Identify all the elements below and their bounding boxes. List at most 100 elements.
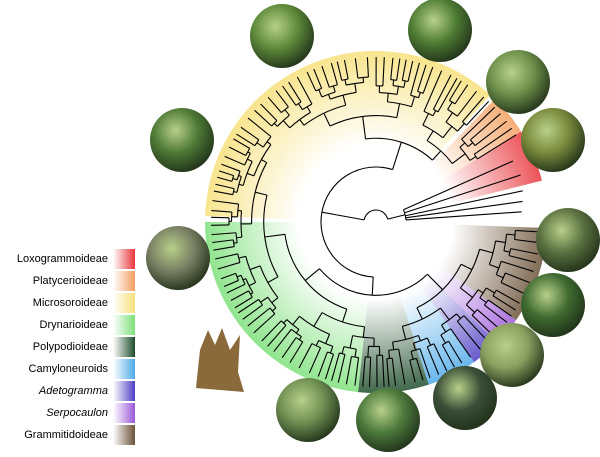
branch <box>403 80 406 88</box>
branch <box>354 349 357 358</box>
branch <box>232 177 238 181</box>
branch <box>280 320 287 326</box>
branch <box>445 112 453 123</box>
legend-label: Grammitidoideae <box>24 429 108 441</box>
branch <box>405 200 523 219</box>
branch <box>427 343 435 348</box>
branch <box>283 319 288 324</box>
branch <box>261 320 282 342</box>
branch <box>352 335 375 339</box>
branch <box>329 115 397 127</box>
legend-label: Camyloneuroids <box>29 363 109 375</box>
branch <box>441 324 447 333</box>
branch <box>304 268 320 281</box>
branch <box>331 352 340 382</box>
fern-photo <box>276 378 340 442</box>
branch <box>495 240 506 244</box>
branch <box>298 336 302 341</box>
legend-label: Serpocaulon <box>46 407 108 419</box>
branch <box>418 92 421 98</box>
branch <box>510 248 538 255</box>
branch <box>234 296 253 309</box>
branch <box>297 103 303 110</box>
branch <box>405 211 522 221</box>
branch <box>267 324 287 347</box>
branch <box>271 297 279 304</box>
branch <box>306 106 311 113</box>
branch <box>479 297 487 304</box>
branch <box>324 353 335 380</box>
branch <box>426 130 434 141</box>
branch <box>392 142 402 170</box>
branch <box>343 59 349 80</box>
branch <box>489 263 500 269</box>
branch <box>235 273 239 281</box>
branch <box>211 210 232 213</box>
branch <box>454 84 469 105</box>
branch <box>422 113 430 126</box>
branch <box>299 119 305 126</box>
clade-wedge <box>376 98 522 222</box>
branch <box>476 309 502 331</box>
branch <box>456 313 462 319</box>
branch <box>431 150 442 161</box>
branch <box>470 113 501 141</box>
legend: Loxogrammoideae Platycerioideae Microsoroi… <box>17 249 135 445</box>
branch <box>401 59 407 81</box>
legend-swatch <box>113 381 135 401</box>
branch <box>422 124 444 139</box>
branch <box>405 190 523 217</box>
branch <box>242 278 246 281</box>
branch <box>413 337 428 344</box>
branch <box>466 101 490 126</box>
branch <box>387 101 412 108</box>
branch <box>233 138 250 149</box>
branch <box>264 233 286 238</box>
phylogenetic-tree <box>211 56 541 388</box>
branch <box>432 74 452 110</box>
branch <box>466 304 476 313</box>
branch <box>440 307 450 321</box>
branch <box>236 133 256 147</box>
branch <box>233 191 238 193</box>
branch <box>238 255 246 259</box>
branch <box>298 343 313 369</box>
branch <box>440 328 451 336</box>
branch <box>437 77 458 113</box>
branch <box>282 85 297 106</box>
branch <box>477 289 484 294</box>
legend-label: Adetogramma <box>38 385 108 397</box>
branch <box>365 137 433 161</box>
branch <box>246 172 255 177</box>
branch <box>449 99 456 105</box>
branch <box>462 96 485 123</box>
branch <box>332 85 336 93</box>
branch <box>313 312 323 327</box>
branch <box>506 233 516 236</box>
branch <box>273 329 292 352</box>
legend-swatch <box>113 425 135 445</box>
branch <box>212 239 234 244</box>
branch <box>247 307 271 327</box>
branch <box>237 298 259 314</box>
legend-label: Platycerioideae <box>33 275 108 287</box>
branch <box>417 335 421 341</box>
branch <box>321 65 330 88</box>
legend-swatch <box>113 337 135 357</box>
branch <box>235 232 238 243</box>
fern-photo <box>433 366 497 430</box>
branch <box>306 71 317 92</box>
branch <box>263 194 279 278</box>
clade-wedge <box>376 131 542 222</box>
branch <box>318 340 333 347</box>
branch <box>330 91 357 100</box>
branch <box>391 358 397 386</box>
branch <box>308 347 322 374</box>
branch <box>329 346 334 354</box>
branch <box>416 263 462 309</box>
branch <box>354 58 359 79</box>
branch <box>240 275 246 285</box>
branch <box>213 190 233 196</box>
branch <box>417 90 424 94</box>
